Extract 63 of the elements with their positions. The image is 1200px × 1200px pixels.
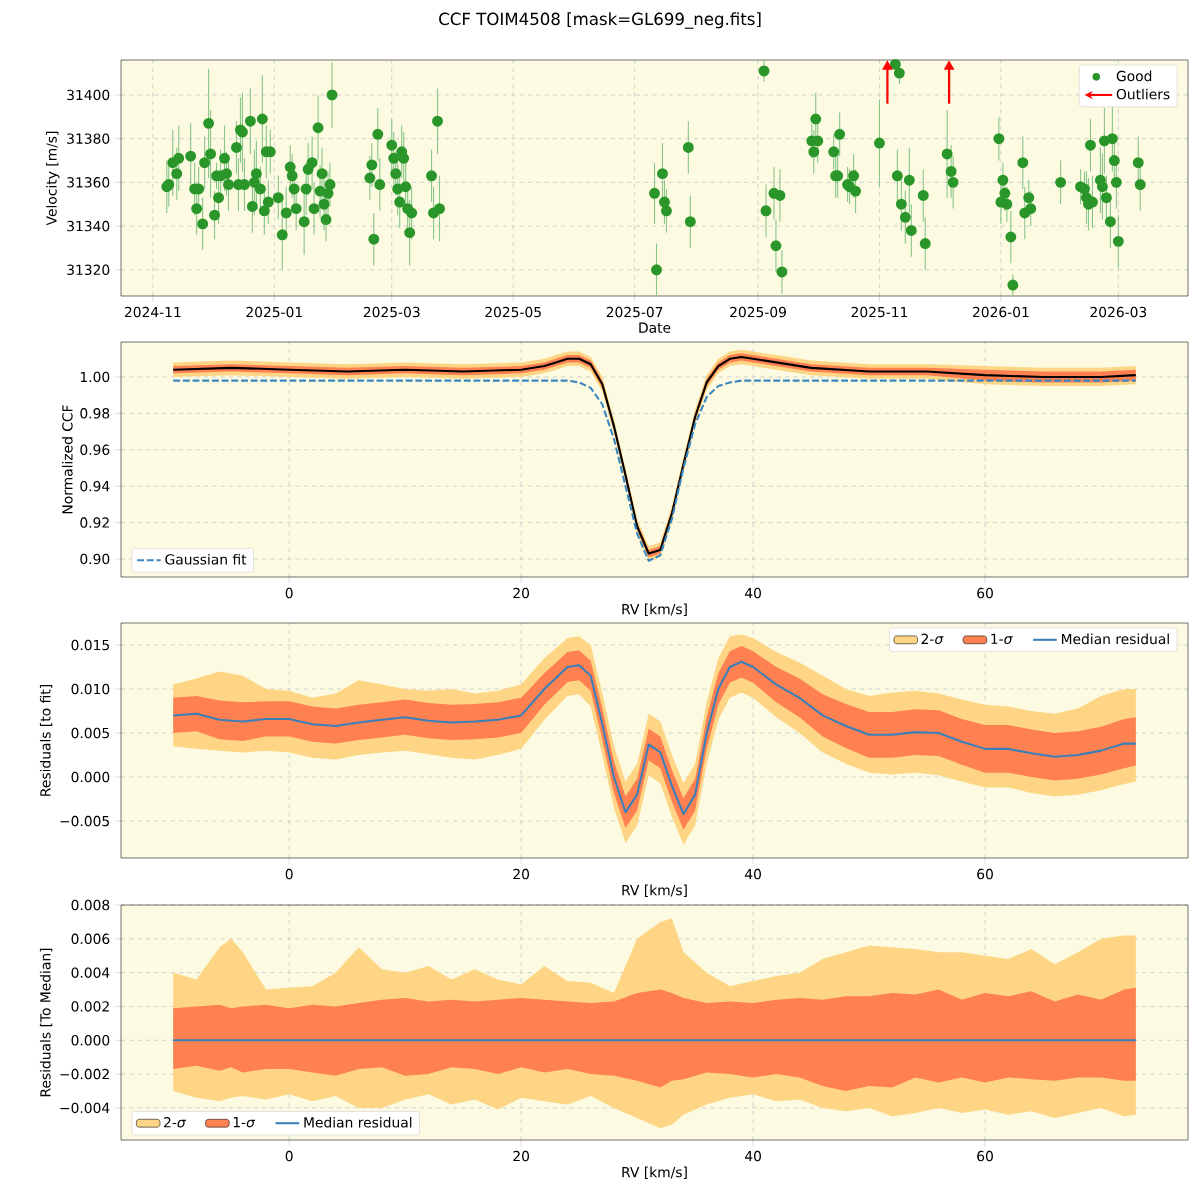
y-tick-label: 31340 [67, 220, 110, 232]
x-tick-label: 20 [513, 868, 530, 880]
x-axis-title: RV [km/s] [622, 884, 687, 897]
y-tick-label: 31380 [67, 133, 110, 144]
y-tick-label: 31320 [67, 264, 110, 276]
x-tick-label: 2024-11 [124, 306, 181, 318]
y-axis-title: Normalized CCF [61, 405, 73, 514]
y-tick-label: 0.005 [71, 727, 109, 739]
y-tick-label: 1.00 [80, 371, 110, 383]
x-tick-label: 0 [285, 1150, 293, 1162]
x-tick-label: 2025-03 [363, 306, 420, 318]
x-tick-label: 0 [285, 868, 293, 880]
y-tick-label: 31360 [67, 177, 110, 188]
y-axis-title: Residuals [to fit] [39, 685, 53, 796]
y-tick-label: 0.004 [71, 967, 110, 978]
x-tick-label: 2025-09 [730, 306, 786, 318]
y-tick-label: 0.94 [80, 480, 110, 492]
legend-label: Median residual [304, 1116, 412, 1128]
x-tick-label: 2025-07 [606, 306, 663, 318]
y-tick-label: −0.002 [60, 1068, 109, 1080]
x-tick-label: 2026-01 [973, 306, 1029, 318]
x-tick-label: 60 [977, 1150, 993, 1162]
legend-label: 2-σ [921, 633, 944, 645]
y-tick-label: 0.98 [80, 408, 110, 419]
x-tick-label: 2025-05 [485, 306, 541, 318]
x-tick-label: 40 [744, 868, 761, 880]
legend-label: 1-σ [233, 1117, 256, 1128]
x-tick-label: 2025-01 [246, 306, 302, 318]
y-axis-title: Velocity [m/s] [46, 131, 60, 226]
x-tick-label: 40 [744, 1150, 761, 1162]
x-tick-label: 0 [285, 587, 293, 599]
x-tick-label: 20 [513, 1150, 530, 1162]
y-tick-label: 0.000 [71, 1035, 110, 1046]
x-tick-label: 2026-03 [1090, 306, 1147, 318]
y-tick-label: −0.004 [60, 1102, 110, 1114]
x-tick-label: 60 [977, 587, 993, 599]
x-axis-title: RV [km/s] [622, 1166, 687, 1179]
legend-label: Median residual [1061, 633, 1169, 645]
y-tick-label: 0.015 [71, 639, 109, 651]
legend-label: Outliers [1116, 88, 1170, 100]
y-tick-label: 0.000 [71, 771, 110, 783]
legend-label: Good [1116, 70, 1152, 82]
y-axis-title: Residuals [To Median] [39, 948, 53, 1097]
y-tick-label: 31400 [67, 89, 110, 101]
x-tick-label: 60 [977, 868, 993, 880]
x-tick-label: 40 [744, 587, 761, 599]
y-tick-label: 0.96 [80, 444, 110, 455]
y-tick-label: −0.005 [60, 815, 109, 827]
legend-label: Gaussian fit [165, 553, 247, 565]
y-tick-label: 0.90 [80, 553, 110, 565]
x-axis-title: RV [km/s] [622, 603, 687, 616]
line-series [172, 660, 1137, 816]
legend-label: 2-σ [164, 1117, 186, 1128]
x-tick-label: 2025-11 [851, 306, 908, 318]
x-axis-title: Date [639, 322, 671, 333]
legend-label: 1-σ [991, 633, 1013, 645]
chart-title: CCF TOIM4508 [mask=GL699_neg.fits] [439, 12, 761, 29]
y-tick-label: 0.008 [71, 899, 110, 911]
y-tick-label: 0.006 [71, 933, 110, 945]
y-tick-label: 0.010 [71, 683, 110, 695]
x-tick-label: 20 [513, 587, 530, 599]
y-tick-label: 0.92 [80, 517, 109, 528]
y-tick-label: 0.002 [71, 1001, 109, 1012]
